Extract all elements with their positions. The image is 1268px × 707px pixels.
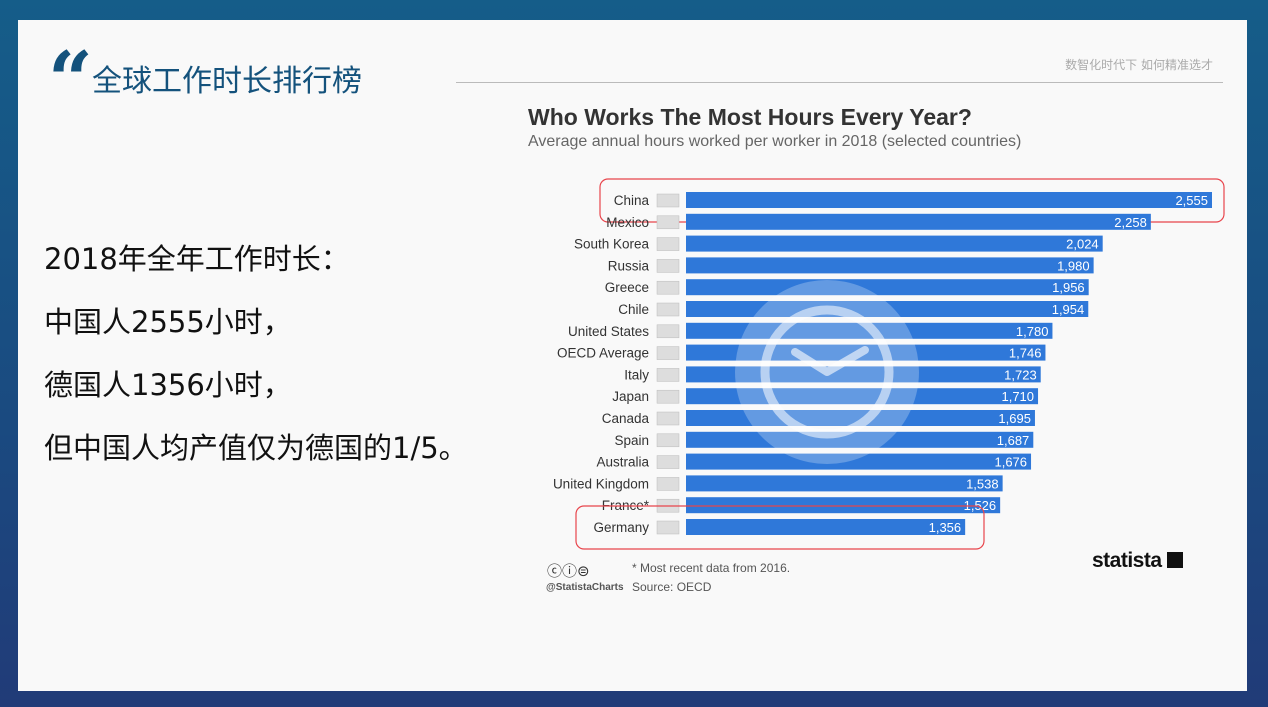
bar	[686, 475, 1003, 492]
body-text: 2018年全年工作时长： 中国人2555小时， 德国人1356小时， 但中国人均…	[44, 228, 468, 480]
value-label: 2,258	[1114, 215, 1147, 230]
flag-icon	[656, 477, 680, 491]
value-label: 1,710	[1001, 389, 1034, 404]
category-label: United Kingdom	[553, 476, 649, 491]
value-label: 1,676	[994, 455, 1027, 470]
slide-title: 全球工作时长排行榜	[92, 64, 362, 99]
category-label: Japan	[612, 389, 649, 404]
bar	[686, 519, 966, 535]
flag-icon	[656, 368, 680, 382]
flag-icon	[656, 302, 680, 317]
clock-face-icon	[760, 305, 894, 439]
flag-icon	[656, 411, 680, 426]
value-label: 1,980	[1057, 258, 1090, 273]
value-label: 1,356	[929, 520, 962, 535]
bar	[686, 366, 1041, 383]
flag-icon	[656, 520, 680, 535]
bar	[686, 431, 1034, 448]
category-label: Germany	[593, 520, 649, 535]
note: * Most recent data from 2016.	[632, 561, 791, 575]
bar	[686, 213, 1151, 230]
value-label: 1,687	[997, 433, 1030, 448]
clock-hands-icon	[791, 346, 869, 376]
category-label: Spain	[614, 433, 649, 448]
flag-icon	[656, 433, 680, 448]
category-label: Chile	[618, 302, 649, 317]
value-label: 1,723	[1004, 367, 1037, 382]
bar	[686, 410, 1035, 426]
handle: @StatistaCharts	[546, 582, 624, 593]
flag-icon	[656, 389, 680, 404]
line: 德国人1356小时，	[44, 368, 292, 402]
flag-icon	[656, 280, 680, 295]
source: Source: OECD	[632, 580, 712, 594]
flag-icon	[656, 346, 680, 360]
category-label: Canada	[602, 411, 650, 426]
category-label: South Korea	[574, 237, 650, 252]
highlight-box	[575, 505, 985, 550]
category-label: Mexico	[606, 215, 649, 230]
value-label: 1,956	[1052, 280, 1085, 295]
flag-icon	[656, 215, 680, 230]
bar	[686, 453, 1032, 470]
flag-icon	[656, 193, 680, 208]
statista-logo: statista	[1092, 549, 1183, 573]
category-label: China	[614, 193, 650, 208]
bar	[686, 301, 1089, 317]
value-label: 2,555	[1175, 193, 1208, 208]
flag-icon	[656, 237, 680, 251]
flag-icon	[656, 259, 680, 273]
bar	[686, 279, 1089, 296]
line: 但中国人均产值仅为德国的1/5。	[44, 431, 468, 465]
category-label: Italy	[624, 367, 649, 382]
value-label: 1,526	[964, 498, 997, 513]
category-label: Australia	[596, 455, 649, 470]
quote-mark-icon: “	[48, 35, 93, 126]
value-label: 1,780	[1016, 324, 1049, 339]
divider	[456, 82, 1223, 83]
category-label: Russia	[608, 258, 650, 273]
line: 中国人2555小时，	[44, 305, 292, 339]
category-label: Greece	[605, 280, 649, 295]
value-label: 1,954	[1052, 302, 1085, 317]
chart-title: Who Works The Most Hours Every Year?	[528, 104, 972, 130]
bar	[686, 497, 1001, 514]
category-label: United States	[568, 324, 649, 339]
value-label: 1,746	[1009, 346, 1042, 361]
bar	[686, 235, 1103, 252]
chart-subtitle: Average annual hours worked per worker i…	[528, 133, 1022, 150]
license-icons: ⓒⓘ⊜	[547, 563, 590, 580]
value-label: 1,538	[966, 476, 999, 491]
bar	[686, 257, 1094, 274]
line: 2018年全年工作时长：	[44, 242, 350, 276]
category-label: OECD Average	[557, 346, 649, 361]
value-label: 1,695	[998, 411, 1031, 426]
tagline: 数智化时代下 如何精准选才	[1065, 58, 1213, 72]
flag-icon	[656, 455, 680, 469]
value-label: 2,024	[1066, 237, 1099, 252]
flag-icon	[656, 324, 680, 339]
bar	[686, 192, 1212, 208]
